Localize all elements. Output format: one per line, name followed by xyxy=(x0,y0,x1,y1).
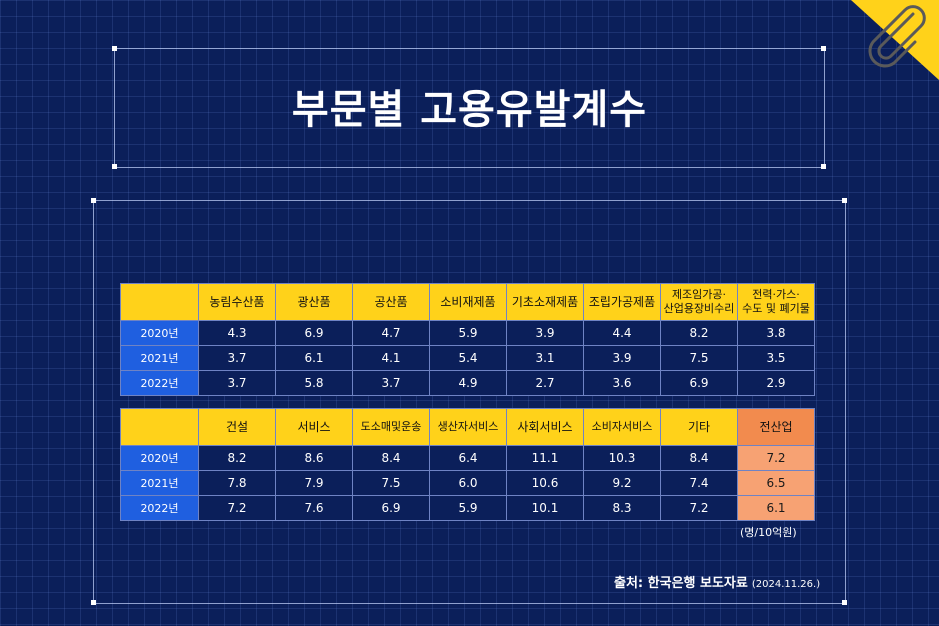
year-cell: 2022년 xyxy=(120,495,199,521)
value-cell: 7.4 xyxy=(660,470,738,496)
value-cell: 8.3 xyxy=(583,495,661,521)
header-cell: 생산자서비스 xyxy=(429,408,507,446)
unit-label: (명/10억원) xyxy=(740,526,797,539)
year-cell: 2020년 xyxy=(120,445,199,471)
header-cell: 도소매및운송 xyxy=(352,408,430,446)
value-cell: 4.4 xyxy=(583,320,661,346)
header-cell: 서비스 xyxy=(275,408,353,446)
header-cell: 사회서비스 xyxy=(506,408,584,446)
value-cell: 3.5 xyxy=(737,345,815,371)
employment-table-manufacturing: 농림수산품 광산품 공산품 소비재제품 기초소재제품 조립가공제품 제조임가공·… xyxy=(120,283,815,396)
header-cell-highlight: 전산업 xyxy=(737,408,815,446)
table-row: 2022년 7.2 7.6 6.9 5.9 10.1 8.3 7.2 6.1 xyxy=(120,495,815,521)
value-cell: 4.1 xyxy=(352,345,430,371)
value-cell: 4.3 xyxy=(198,320,276,346)
value-cell: 8.4 xyxy=(352,445,430,471)
table-header-row: 건설 서비스 도소매및운송 생산자서비스 사회서비스 소비자서비스 기타 전산업 xyxy=(120,408,815,446)
value-cell: 5.8 xyxy=(275,370,353,396)
header-corner-cell xyxy=(120,408,199,446)
value-cell: 6.1 xyxy=(275,345,353,371)
table-row: 2020년 4.3 6.9 4.7 5.9 3.9 4.4 8.2 3.8 xyxy=(120,320,815,346)
content-frame-handle xyxy=(842,198,847,203)
value-cell: 4.9 xyxy=(429,370,507,396)
header-cell: 소비자서비스 xyxy=(583,408,661,446)
year-cell: 2022년 xyxy=(120,370,199,396)
value-cell: 3.7 xyxy=(198,345,276,371)
value-cell: 3.6 xyxy=(583,370,661,396)
title-frame: 부문별 고용유발계수 xyxy=(114,48,825,168)
value-cell: 6.9 xyxy=(660,370,738,396)
content-frame-handle xyxy=(842,600,847,605)
source-date: (2024.11.26.) xyxy=(751,579,821,590)
value-cell: 4.7 xyxy=(352,320,430,346)
title-frame-handle xyxy=(112,46,117,51)
value-cell: 11.1 xyxy=(506,445,584,471)
header-cell: 농림수산품 xyxy=(198,283,276,321)
year-cell: 2020년 xyxy=(120,320,199,346)
value-cell: 2.9 xyxy=(737,370,815,396)
title-frame-handle xyxy=(821,164,826,169)
paperclip-icon xyxy=(851,0,939,80)
value-cell: 3.9 xyxy=(506,320,584,346)
year-cell: 2021년 xyxy=(120,345,199,371)
value-cell: 3.7 xyxy=(198,370,276,396)
value-cell: 7.6 xyxy=(275,495,353,521)
source-note: 출처: 한국은행 보도자료 (2024.11.26.) xyxy=(614,572,820,591)
value-cell: 7.2 xyxy=(198,495,276,521)
value-cell: 7.2 xyxy=(660,495,738,521)
value-cell: 7.9 xyxy=(275,470,353,496)
content-frame-handle xyxy=(91,600,96,605)
value-cell-highlight: 6.5 xyxy=(737,470,815,496)
value-cell: 5.9 xyxy=(429,320,507,346)
header-cell: 광산품 xyxy=(275,283,353,321)
value-cell: 3.7 xyxy=(352,370,430,396)
value-cell: 8.6 xyxy=(275,445,353,471)
table-row: 2020년 8.2 8.6 8.4 6.4 11.1 10.3 8.4 7.2 xyxy=(120,445,815,471)
header-cell: 조립가공제품 xyxy=(583,283,661,321)
year-cell: 2021년 xyxy=(120,470,199,496)
value-cell-highlight: 6.1 xyxy=(737,495,815,521)
value-cell: 7.5 xyxy=(352,470,430,496)
value-cell: 8.2 xyxy=(198,445,276,471)
value-cell: 8.4 xyxy=(660,445,738,471)
value-cell: 5.4 xyxy=(429,345,507,371)
header-cell: 소비재제품 xyxy=(429,283,507,321)
value-cell: 3.1 xyxy=(506,345,584,371)
table-row: 2021년 7.8 7.9 7.5 6.0 10.6 9.2 7.4 6.5 xyxy=(120,470,815,496)
table-header-row: 농림수산품 광산품 공산품 소비재제품 기초소재제품 조립가공제품 제조임가공·… xyxy=(120,283,815,321)
value-cell: 7.8 xyxy=(198,470,276,496)
source-label: 출처: 한국은행 보도자료 xyxy=(614,576,748,591)
table-row: 2021년 3.7 6.1 4.1 5.4 3.1 3.9 7.5 3.5 xyxy=(120,345,815,371)
table-row: 2022년 3.7 5.8 3.7 4.9 2.7 3.6 6.9 2.9 xyxy=(120,370,815,396)
header-cell: 제조임가공· 산업용장비수리 xyxy=(660,283,738,321)
value-cell: 6.9 xyxy=(275,320,353,346)
content-frame xyxy=(93,200,846,604)
title-frame-handle xyxy=(821,46,826,51)
header-cell: 기타 xyxy=(660,408,738,446)
value-cell: 6.0 xyxy=(429,470,507,496)
content-frame-handle xyxy=(91,198,96,203)
header-cell: 기초소재제품 xyxy=(506,283,584,321)
page-title: 부문별 고용유발계수 xyxy=(291,87,648,133)
value-cell: 3.9 xyxy=(583,345,661,371)
header-corner-cell xyxy=(120,283,199,321)
value-cell: 8.2 xyxy=(660,320,738,346)
header-cell: 건설 xyxy=(198,408,276,446)
header-cell: 전력·가스· 수도 및 폐기물 xyxy=(737,283,815,321)
value-cell: 2.7 xyxy=(506,370,584,396)
value-cell: 10.3 xyxy=(583,445,661,471)
value-cell: 6.4 xyxy=(429,445,507,471)
value-cell: 3.8 xyxy=(737,320,815,346)
value-cell: 9.2 xyxy=(583,470,661,496)
value-cell: 10.6 xyxy=(506,470,584,496)
employment-table-services: 건설 서비스 도소매및운송 생산자서비스 사회서비스 소비자서비스 기타 전산업… xyxy=(120,408,815,521)
value-cell: 5.9 xyxy=(429,495,507,521)
value-cell: 6.9 xyxy=(352,495,430,521)
title-frame-handle xyxy=(112,164,117,169)
value-cell: 7.5 xyxy=(660,345,738,371)
value-cell: 10.1 xyxy=(506,495,584,521)
header-cell: 공산품 xyxy=(352,283,430,321)
value-cell-highlight: 7.2 xyxy=(737,445,815,471)
